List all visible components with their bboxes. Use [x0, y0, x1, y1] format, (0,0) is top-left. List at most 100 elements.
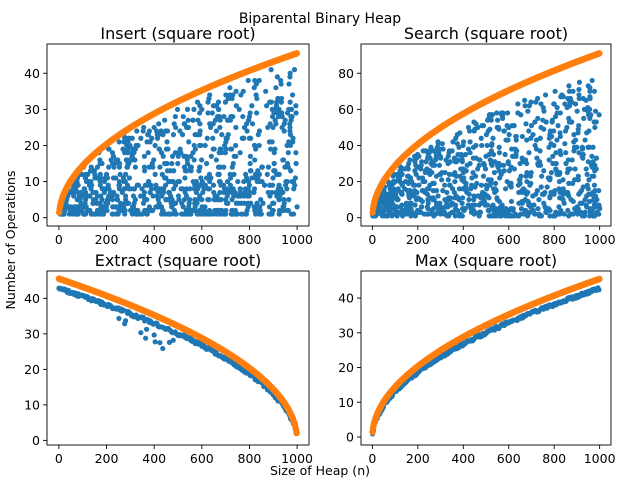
scatter-point: [184, 106, 191, 112]
scatter-point: [573, 207, 579, 214]
scatter-point: [223, 146, 229, 152]
scatter-point: [524, 160, 530, 167]
scatter-point: [577, 200, 583, 206]
scatter-point: [548, 169, 555, 176]
scatter-point: [505, 137, 511, 143]
scatter-point: [290, 211, 297, 217]
scatter-point: [439, 177, 445, 183]
scatter-point: [190, 117, 196, 123]
scatter-point: [281, 200, 287, 206]
scatter-point: [571, 139, 577, 145]
scatter-point: [247, 110, 253, 116]
scatter-point: [592, 108, 599, 114]
scatter-point: [505, 209, 511, 215]
scatter-point: [259, 178, 265, 185]
scatter-point: [197, 103, 203, 109]
scatter-point: [121, 139, 127, 145]
scatter-point: [154, 132, 160, 138]
scatter-point: [575, 177, 581, 183]
scatter-point: [158, 128, 164, 134]
scatter-point: [570, 88, 576, 94]
scatter-point: [537, 135, 543, 141]
subplot-1: 0 200 400 600 800 1000 0 10 20 30 40 Insert (square…: [24, 24, 313, 247]
scatter-point: [83, 171, 89, 177]
scatter-point: [430, 195, 436, 201]
scatter-point: [506, 132, 512, 138]
scatter-point: [231, 171, 237, 177]
scatter-point: [584, 171, 590, 177]
y-tick-label: 10: [24, 397, 40, 412]
scatter-point: [255, 168, 261, 174]
scatter-point: [99, 160, 105, 167]
scatter-point: [387, 193, 394, 199]
plot-area: [369, 275, 603, 437]
scatter-point: [579, 144, 585, 150]
scatter-point: [286, 81, 292, 87]
scatter-point: [557, 133, 563, 140]
scatter-point: [143, 335, 149, 341]
scatter-point: [504, 178, 510, 185]
scatter-point: [238, 92, 244, 98]
scatter-series: [369, 285, 602, 437]
scatter-point: [383, 193, 389, 199]
x-tick-label: 600: [497, 232, 521, 247]
scatter-point: [185, 124, 191, 131]
scatter-point: [487, 182, 493, 188]
scatter-point: [485, 128, 491, 134]
scatter-point: [202, 142, 208, 149]
scatter-point: [249, 103, 255, 109]
scatter-point: [97, 175, 104, 181]
scatter-point: [541, 168, 547, 174]
scatter-point: [490, 135, 496, 141]
scatter-point: [253, 211, 259, 217]
scatter-point: [138, 135, 144, 141]
axes-frame: [360, 43, 612, 227]
scatter-point: [206, 175, 212, 181]
scatter-point: [596, 112, 602, 118]
scatter-point: [242, 211, 249, 217]
x-tick-label: 0: [55, 451, 63, 466]
scatter-point: [388, 200, 394, 206]
scatter-point: [185, 117, 191, 123]
scatter-point: [550, 153, 556, 159]
x-tick-label: 600: [190, 451, 214, 466]
scatter-point: [109, 160, 116, 167]
scatter-point: [151, 332, 157, 338]
scatter-point: [486, 207, 493, 214]
scatter-point: [555, 123, 561, 129]
scatter-point: [246, 182, 253, 188]
scatter-point: [233, 88, 239, 94]
scatter-point: [596, 211, 602, 217]
scatter-point: [178, 211, 185, 217]
scatter-point: [415, 209, 421, 215]
scatter-point: [487, 115, 494, 121]
scatter-point: [242, 186, 249, 192]
x-tick-label: 1000: [281, 451, 313, 466]
scatter-point: [450, 171, 456, 177]
subplot-title: Max (square root): [415, 251, 557, 270]
x-tick-label: 600: [190, 232, 214, 247]
scatter-point: [259, 164, 265, 170]
scatter-point: [526, 128, 532, 134]
scatter-point: [141, 153, 148, 159]
scatter-point: [132, 164, 138, 170]
scatter-point: [527, 182, 533, 188]
scatter-point: [564, 104, 570, 111]
scatter-point: [225, 200, 231, 206]
scatter-point: [490, 186, 497, 192]
scatter-point: [202, 182, 208, 188]
scatter-point: [539, 173, 545, 179]
scatter-point: [221, 113, 227, 120]
scatter-point: [505, 160, 511, 167]
scatter-point: [464, 162, 470, 168]
scatter-point: [83, 178, 90, 185]
scatter-point: [182, 175, 188, 181]
scatter-point: [558, 151, 564, 158]
scatter-point: [581, 106, 588, 112]
scatter-point: [249, 175, 255, 181]
scatter-point: [495, 124, 502, 131]
scatter-point: [170, 337, 176, 343]
scatter-point: [75, 189, 81, 196]
scatter-point: [524, 178, 530, 185]
scatter-point: [516, 189, 522, 196]
